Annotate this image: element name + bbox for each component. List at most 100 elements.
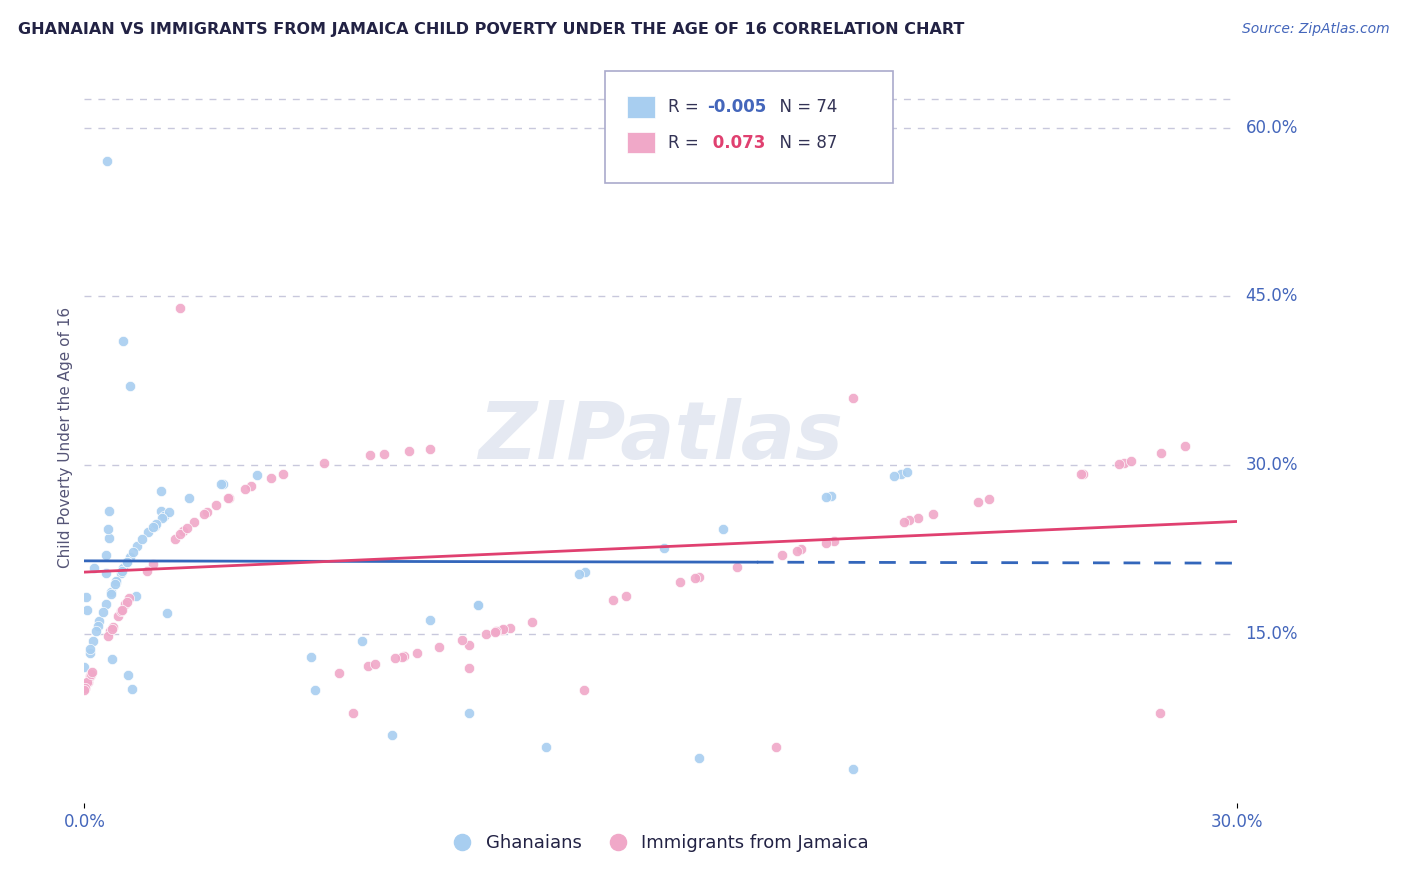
Point [142,558,165,572]
Point [491,623,513,637]
Point [169,527,191,541]
Point [668,575,690,590]
Point [492,623,515,637]
Point [79,669,101,683]
Text: -0.005: -0.005 [707,98,766,116]
Point [136,525,159,540]
Point [725,559,748,574]
Point [842,762,865,776]
Point [1149,706,1171,720]
Point [73,660,96,674]
Point [73,683,96,698]
Point [205,499,228,513]
Point [1119,454,1142,468]
Point [105,574,128,589]
Point [163,533,186,547]
Point [79,646,101,660]
Point [898,513,921,527]
Point [121,681,143,696]
Point [246,468,269,483]
Point [101,652,124,666]
Point [80,665,103,679]
Text: 0.073: 0.073 [707,134,766,152]
Point [896,465,918,479]
Point [883,469,905,483]
Point [271,467,294,481]
Text: ZIPatlas: ZIPatlas [478,398,844,476]
Point [299,650,322,665]
Point [314,456,336,470]
Point [110,566,132,580]
Point [209,477,232,491]
Point [80,667,103,681]
Point [193,507,215,521]
Point [100,622,122,636]
Point [104,577,127,591]
Point [75,681,97,695]
Point [94,548,117,562]
Point [373,447,395,461]
Point [120,549,142,564]
Point [419,613,441,627]
Text: 15.0%: 15.0% [1246,625,1298,643]
Point [572,683,595,698]
Point [484,624,506,639]
Point [100,587,122,601]
Point [457,661,479,675]
Point [89,614,111,628]
Point [117,667,139,681]
Point [169,301,191,315]
Point [688,570,710,584]
Point [922,507,945,521]
Point [907,511,929,525]
Point [115,555,138,569]
Point [1150,446,1173,460]
Point [96,566,118,580]
Point [127,539,149,553]
Point [842,391,865,405]
Point [356,658,378,673]
Point [97,522,120,536]
Point [457,706,479,720]
Point [75,590,97,604]
Point [195,504,218,518]
Point [967,495,990,509]
Point [79,642,101,657]
Point [1108,457,1130,471]
Point [110,604,132,618]
Point [218,491,240,505]
Text: R =: R = [668,98,704,116]
Point [76,674,98,689]
Point [76,603,98,617]
Point [359,448,381,462]
Point [172,524,194,539]
Point [485,624,508,639]
Point [451,633,474,648]
Point [814,536,837,550]
Point [457,638,479,652]
Point [574,565,596,579]
Point [153,508,176,523]
Point [391,649,413,664]
Point [711,523,734,537]
Point [157,505,180,519]
Text: 60.0%: 60.0% [1246,119,1298,136]
Point [104,576,127,591]
Legend: Ghanaians, Immigrants from Jamaica: Ghanaians, Immigrants from Jamaica [446,827,876,860]
Point [100,585,122,599]
Point [86,619,108,633]
Point [786,543,808,558]
Point [235,482,257,496]
Point [815,491,838,505]
Point [91,605,114,619]
Text: 30.0%: 30.0% [1246,456,1298,475]
Point [107,609,129,624]
Point [101,620,124,634]
Point [115,555,138,569]
Point [122,545,145,559]
Point [405,646,427,660]
Point [105,575,128,590]
Point [1112,456,1135,470]
Text: N = 87: N = 87 [769,134,838,152]
Point [820,489,842,503]
